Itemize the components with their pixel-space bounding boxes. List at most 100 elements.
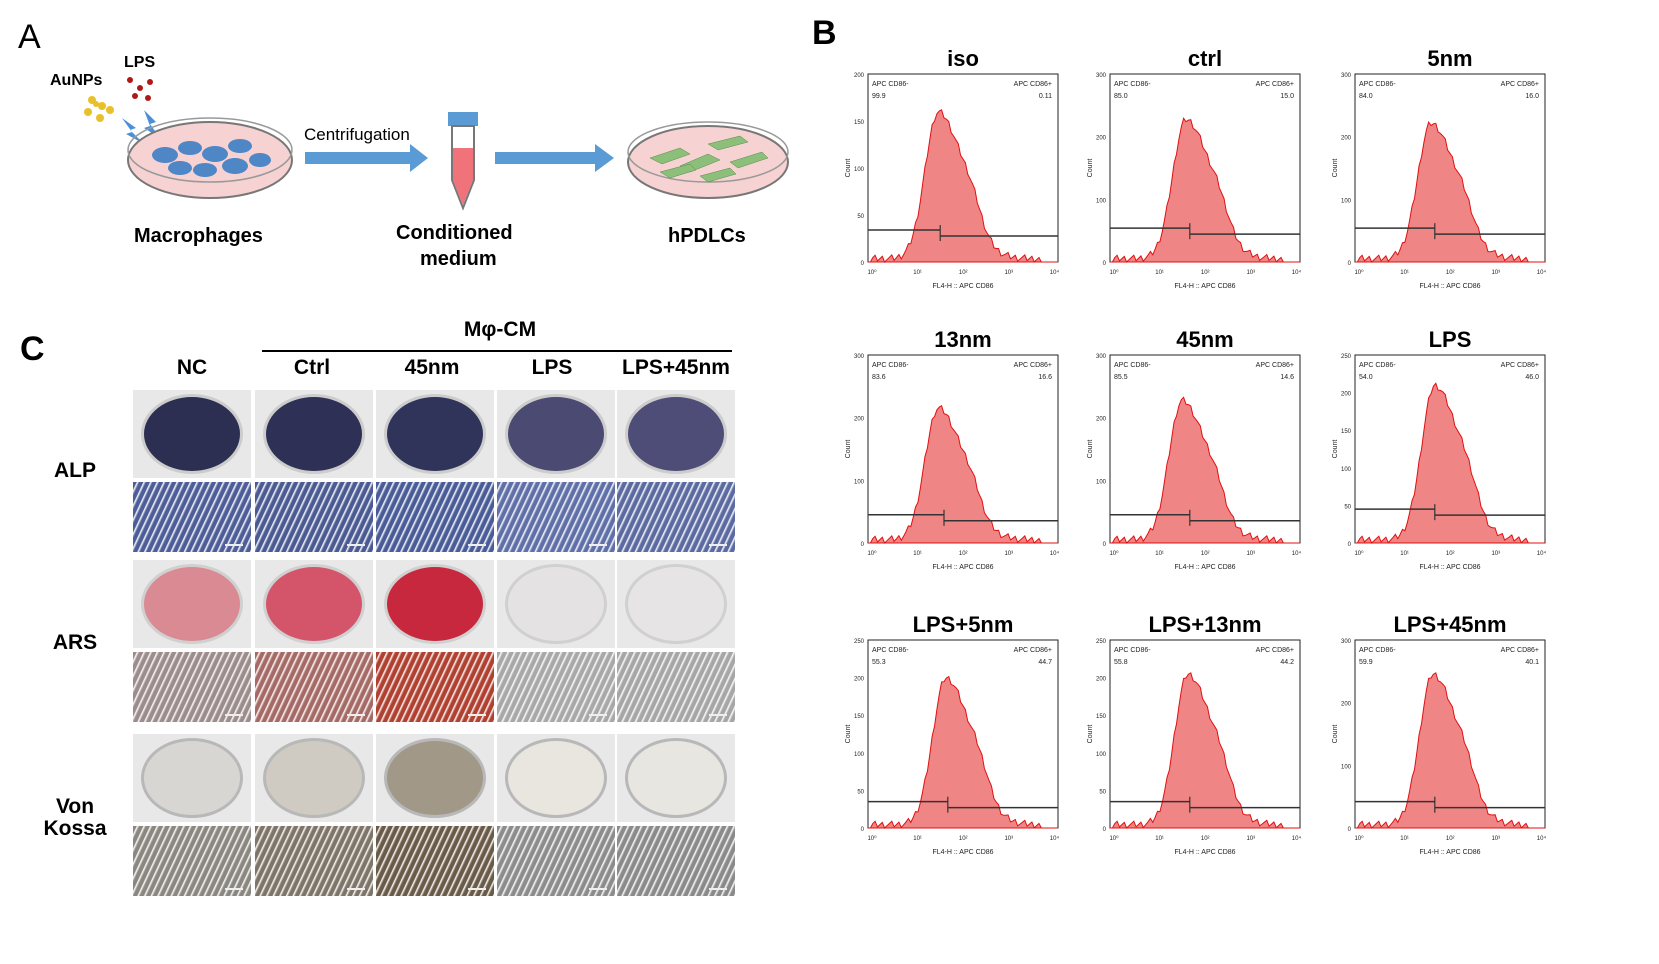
flow-histogram: ctrl APC CD86- 85.0 APC CD86+ 15.0 0 100 200 300…: [1087, 46, 1302, 290]
stained-well-image: [133, 390, 251, 478]
gate-negative-label: APC CD86-: [1359, 362, 1396, 369]
histogram-area: [1355, 672, 1545, 829]
y-axis-label: Count: [1332, 725, 1339, 744]
x-tick-label: 10¹: [913, 836, 922, 842]
y-tick-label: 0: [1348, 542, 1352, 548]
lps-dots: [127, 77, 153, 101]
flow-histogram: 5nm APC CD86- 84.0 APC CD86+ 16.0 0 100 200 300 1…: [1332, 46, 1547, 290]
well-stain: [263, 394, 365, 474]
x-tick-label: 10⁴: [1292, 269, 1302, 276]
micrograph-image: [617, 826, 735, 896]
gate-positive-label: APC CD86+: [1256, 362, 1294, 369]
well-stain: [625, 738, 727, 818]
x-tick-label: 10¹: [1155, 270, 1164, 276]
lightning-icon: [122, 118, 144, 144]
histogram-title: ctrl: [1188, 46, 1222, 71]
centrifugation-label: Centrifugation: [304, 125, 410, 144]
y-tick-label: 50: [1344, 504, 1351, 510]
scale-bar: [589, 714, 607, 716]
x-tick-label: 10³: [1246, 270, 1255, 276]
x-tick-label: 10⁰: [1109, 269, 1119, 276]
x-tick-label: 10³: [1246, 836, 1255, 842]
stained-well-image: [497, 560, 615, 648]
x-tick-label: 10²: [1201, 551, 1210, 557]
gate-negative-percent: 54.0: [1359, 374, 1373, 381]
x-tick-label: 10⁰: [1109, 550, 1119, 557]
scale-bar: [589, 544, 607, 546]
y-tick-label: 150: [854, 120, 865, 126]
y-tick-label: 200: [1341, 392, 1352, 398]
micrograph-image: [376, 652, 494, 722]
y-tick-label: 150: [1096, 714, 1107, 720]
well-stain: [263, 564, 365, 644]
well-stain: [625, 394, 727, 474]
row-label-kossa: Kossa: [43, 817, 107, 840]
gate-positive-label: APC CD86+: [1501, 81, 1539, 88]
scale-bar: [709, 714, 727, 716]
hpdlcs-label: hPDLCs: [668, 225, 746, 247]
micrograph-image: [255, 826, 373, 896]
micrograph-image: [133, 482, 251, 552]
y-tick-label: 100: [854, 479, 865, 485]
scale-bar: [225, 714, 243, 716]
histogram-area: [1110, 672, 1300, 829]
macrophage-dish: [127, 117, 293, 199]
x-tick-label: 10¹: [1400, 270, 1409, 276]
x-axis-label: FL4-H :: APC CD86: [932, 283, 993, 290]
scale-bar: [709, 544, 727, 546]
y-tick-label: 0: [1348, 827, 1352, 833]
histogram-area: [868, 404, 1058, 544]
flow-histogram: iso APC CD86- 99.9 APC CD86+ 0.11 0 50 100 150 20…: [845, 46, 1059, 290]
x-axis-label: FL4-H :: APC CD86: [932, 564, 993, 571]
y-tick-label: 100: [1341, 764, 1352, 770]
x-axis-label: FL4-H :: APC CD86: [1174, 849, 1235, 856]
micrograph-image: [497, 826, 615, 896]
gate-positive-label: APC CD86+: [1256, 647, 1294, 654]
scale-bar: [347, 888, 365, 890]
well-stain: [505, 564, 607, 644]
x-tick-label: 10⁰: [1354, 269, 1364, 276]
x-tick-label: 10²: [1446, 551, 1455, 557]
y-tick-label: 300: [854, 354, 865, 360]
histogram-title: LPS+5nm: [913, 612, 1014, 637]
x-tick-label: 10⁴: [1537, 269, 1547, 276]
stained-well-image: [255, 734, 373, 822]
x-tick-label: 10²: [959, 551, 968, 557]
x-tick-label: 10³: [1491, 270, 1500, 276]
flow-histogram: LPS+5nm APC CD86- 55.3 APC CD86+ 44.7 0 50 100 1…: [845, 612, 1059, 856]
stained-well-image: [255, 390, 373, 478]
scale-bar: [347, 544, 365, 546]
y-tick-label: 50: [1099, 789, 1106, 795]
x-tick-label: 10⁰: [1354, 550, 1364, 557]
well-stain: [625, 564, 727, 644]
lightning-icon: [144, 110, 160, 138]
x-tick-label: 10³: [1004, 551, 1013, 557]
well-stain: [141, 564, 243, 644]
histogram-area: [868, 109, 1058, 263]
aunps-label: AuNPs: [50, 72, 103, 89]
x-axis-label: FL4-H :: APC CD86: [1174, 283, 1235, 290]
gate-negative-label: APC CD86-: [1359, 81, 1396, 88]
y-axis-label: Count: [1087, 159, 1094, 178]
y-tick-label: 100: [854, 167, 865, 173]
gate-positive-label: APC CD86+: [1014, 81, 1052, 88]
y-tick-label: 200: [1341, 136, 1352, 142]
y-tick-label: 0: [1348, 261, 1352, 267]
x-tick-label: 10⁰: [867, 550, 877, 557]
x-tick-label: 10²: [1201, 836, 1210, 842]
scale-bar: [468, 714, 486, 716]
y-tick-label: 0: [1103, 261, 1107, 267]
x-tick-label: 10⁰: [867, 269, 877, 276]
gate-negative-percent: 83.6: [872, 374, 886, 381]
gate-positive-label: APC CD86+: [1256, 81, 1294, 88]
stained-well-image: [497, 390, 615, 478]
lps-label: LPS: [124, 54, 156, 71]
well-stain: [384, 394, 486, 474]
gate-positive-percent: 16.6: [1038, 374, 1052, 381]
y-axis-label: Count: [845, 440, 852, 459]
gate-positive-percent: 44.7: [1038, 659, 1052, 666]
micrograph-image: [376, 826, 494, 896]
gate-positive-label: APC CD86+: [1014, 362, 1052, 369]
flow-histogram: LPS APC CD86- 54.0 APC CD86+ 46.0 0 50 100 150 20…: [1332, 327, 1546, 571]
histogram-title: 13nm: [934, 327, 991, 352]
